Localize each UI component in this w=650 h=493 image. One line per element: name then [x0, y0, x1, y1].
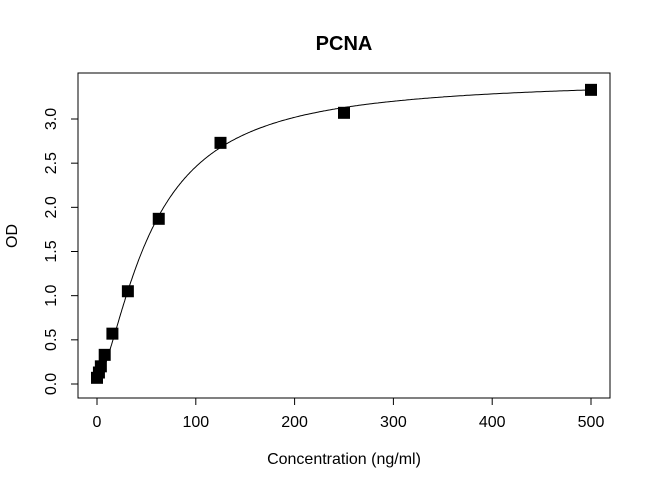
chart-title: PCNA	[316, 33, 373, 55]
x-axis-label: Concentration (ng/ml)	[267, 451, 421, 468]
y-tick-label: 1.0	[43, 284, 60, 306]
y-axis: 0.0 0.5 1.0 1.5 2.0 2.5 3.0	[43, 108, 79, 395]
data-point	[585, 83, 597, 96]
x-axis: 0 100 200 300 400 500	[93, 397, 605, 431]
x-tick-label: 200	[281, 414, 308, 431]
data-point	[214, 136, 227, 149]
y-tick-label: 1.5	[43, 240, 60, 262]
data-point	[152, 212, 165, 225]
data-point	[106, 327, 119, 340]
x-tick-label: 400	[479, 414, 506, 431]
y-axis-label: OD	[4, 224, 21, 248]
plot-frame	[77, 72, 611, 399]
x-tick-label: 0	[93, 414, 102, 431]
y-tick-label: 2.5	[43, 152, 60, 174]
y-tick-label: 0.5	[43, 329, 60, 351]
x-tick-label: 100	[182, 414, 209, 431]
y-tick-label: 2.0	[43, 196, 60, 218]
data-point	[121, 285, 134, 298]
y-tick-label: 3.0	[43, 108, 60, 130]
x-tick-label: 300	[380, 414, 407, 431]
x-tick-label: 500	[578, 414, 605, 431]
y-tick-label: 0.0	[43, 373, 60, 395]
data-point	[98, 348, 111, 361]
data-point	[94, 360, 107, 373]
data-points	[91, 83, 597, 384]
fitted-curve	[96, 89, 591, 382]
data-point	[338, 106, 350, 119]
